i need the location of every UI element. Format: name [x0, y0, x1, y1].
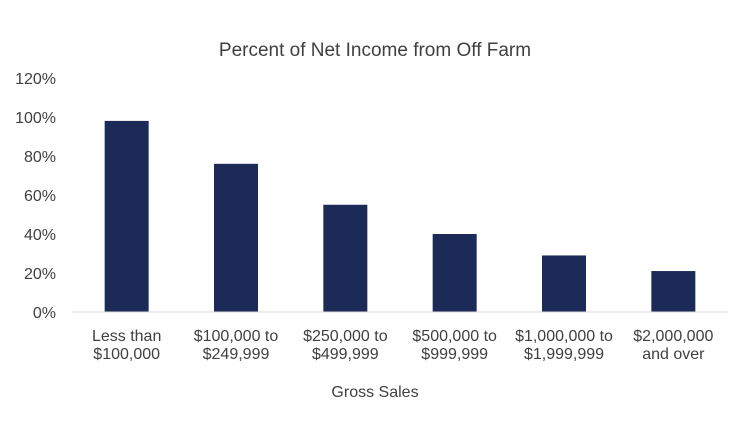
y-tick-label: 80%	[24, 149, 56, 166]
y-axis-ticks: 0% 20% 40% 60% 80% 100% 120%	[15, 71, 56, 322]
y-tick-label: 40%	[24, 227, 56, 244]
x-tick-label: $100,000 to	[194, 328, 279, 345]
x-tick-label: $250,000 to	[303, 328, 388, 345]
bar	[651, 271, 696, 312]
y-tick-label: 100%	[15, 110, 56, 127]
chart-title: Percent of Net Income from Off Farm	[219, 40, 531, 61]
x-tick-label: $1,999,999	[524, 346, 604, 363]
x-tick-label: $999,999	[421, 346, 488, 363]
x-tick-label: $100,000	[93, 346, 160, 363]
bar	[432, 234, 477, 312]
bar	[104, 120, 149, 313]
x-axis-title: Gross Sales	[331, 384, 418, 401]
x-tick-label: $2,000,000	[633, 328, 713, 345]
x-axis-category-labels: Less than$100,000 $100,000 to$249,999 $250…	[92, 328, 714, 363]
x-tick-label: and over	[642, 346, 705, 363]
x-tick-label: Less than	[92, 328, 161, 345]
bar	[214, 163, 258, 312]
y-tick-label: 120%	[15, 71, 56, 88]
bar	[323, 204, 368, 312]
y-tick-label: 20%	[24, 266, 56, 283]
x-tick-label: $500,000 to	[412, 328, 497, 345]
y-tick-label: 0%	[33, 305, 56, 322]
x-tick-label: $249,999	[203, 346, 270, 363]
bar	[542, 255, 586, 312]
y-tick-label: 60%	[24, 188, 56, 205]
bars-group	[104, 120, 696, 313]
x-tick-label: $1,000,000 to	[515, 328, 613, 345]
x-tick-label: $499,999	[312, 346, 379, 363]
